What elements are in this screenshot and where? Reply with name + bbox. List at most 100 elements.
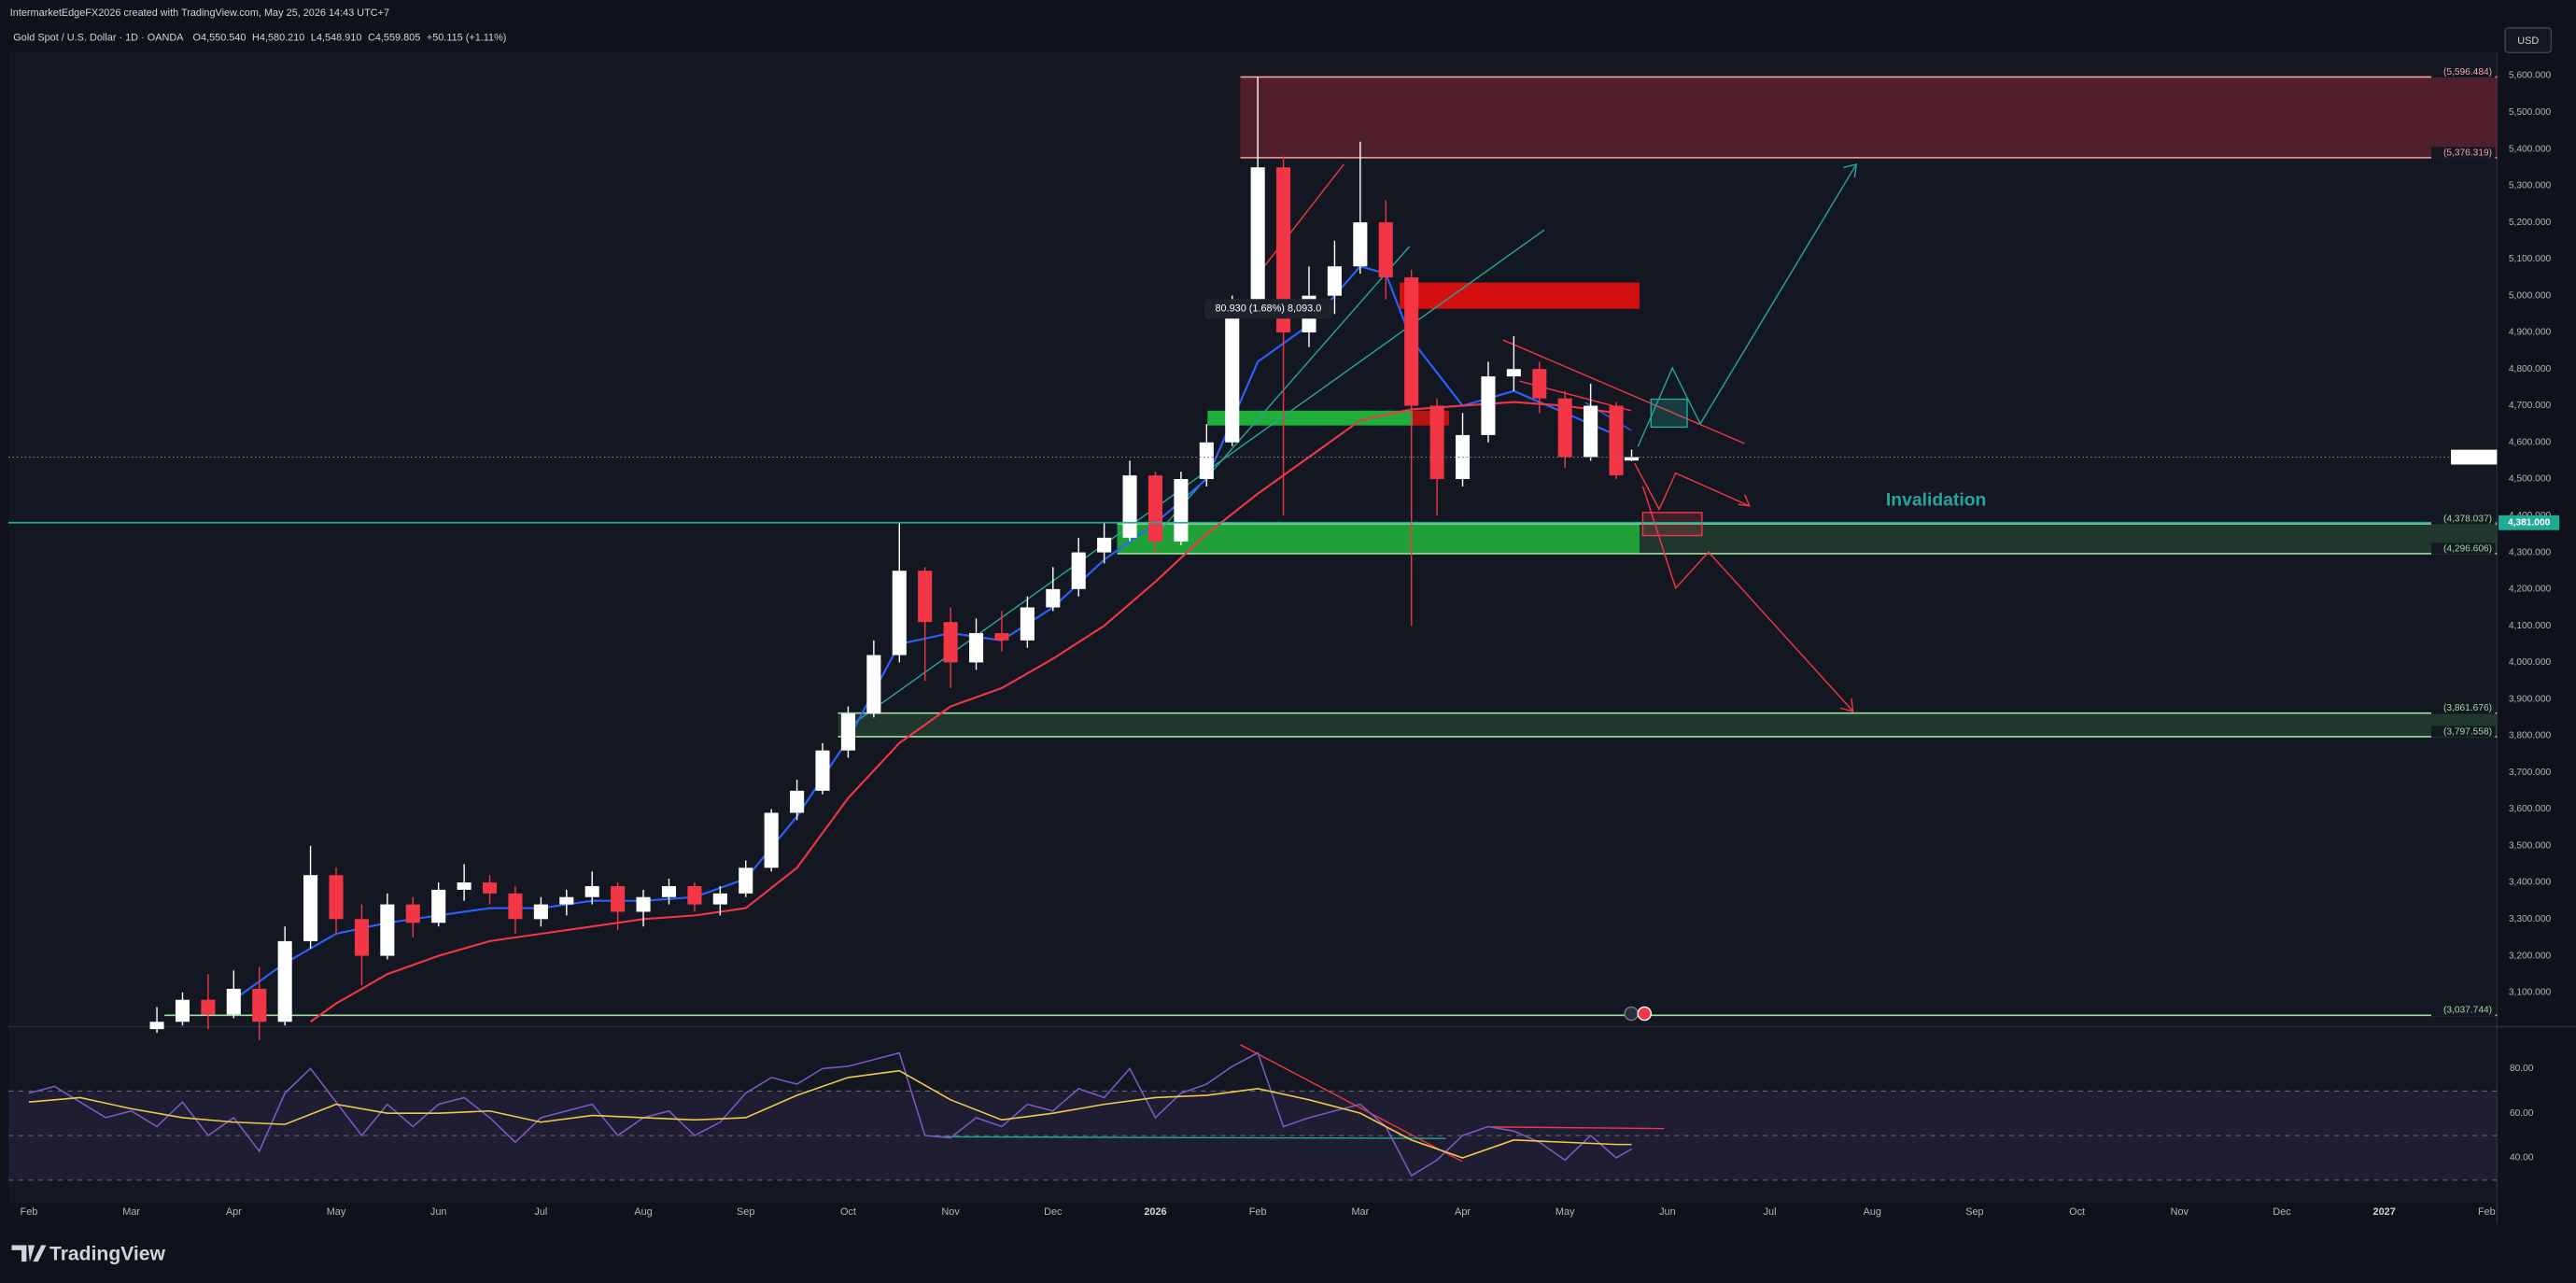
event-icon[interactable] (1637, 1006, 1653, 1022)
candle-body (1276, 167, 1291, 332)
x-tick-label: 2027 (2373, 1206, 2396, 1218)
candle-body (1532, 369, 1547, 399)
y-tick-label: 5,400.000 (2509, 144, 2552, 154)
x-tick-label: Sep (737, 1206, 754, 1218)
level-label-bg (2430, 543, 2496, 555)
rsi-divergence (1240, 1044, 1463, 1163)
symbol-title: Gold Spot / U.S. Dollar · 1D · OANDA (13, 32, 184, 43)
candle-body (866, 655, 881, 714)
candle-body (1609, 405, 1624, 476)
rsi-tick-label: 40.00 (2510, 1153, 2534, 1163)
level-label: (3,861.676) (2443, 703, 2492, 713)
x-tick-label: Apr (226, 1206, 242, 1218)
last-price-tag (2451, 449, 2498, 465)
level-label-bg (2430, 702, 2496, 714)
y-tick-label: 3,100.000 (2509, 988, 2552, 998)
y-tick-label: 3,500.000 (2509, 840, 2552, 851)
candle-body (252, 988, 267, 1022)
x-tick-label: Nov (941, 1206, 960, 1218)
x-tick-label: Feb (1249, 1206, 1267, 1218)
ohlc-value: 4,548.910 (317, 32, 361, 43)
x-tick-label: Jul (1764, 1206, 1777, 1218)
x-tick-label: Oct (840, 1206, 856, 1218)
candle-body (687, 885, 702, 905)
price-line-tag (2499, 515, 2560, 530)
candle-body (1225, 303, 1240, 443)
candle-body (1122, 475, 1137, 538)
candle-body (712, 893, 727, 905)
y-tick-label: 3,600.000 (2509, 804, 2552, 814)
x-tick-label: Dec (1044, 1206, 1063, 1218)
event-icon[interactable] (1624, 1006, 1639, 1022)
candle-body (405, 904, 420, 923)
credit: IntermarketEdgeFX2026 created with Tradi… (10, 7, 389, 19)
target-box (1650, 398, 1688, 429)
rsi-pane (8, 1028, 2498, 1203)
candle-body (611, 885, 626, 912)
change: +50.115 (+1.11%) (427, 32, 507, 43)
y-tick-label: 4,900.000 (2509, 328, 2552, 338)
y-tick-label: 3,900.000 (2509, 694, 2552, 704)
measure-box (1204, 299, 1333, 319)
candle-body (1097, 537, 1112, 553)
ohlc-value: 4,550.540 (201, 32, 246, 43)
ohlc-value: 4,559.805 (375, 32, 420, 43)
trendline (1149, 246, 1411, 543)
arrow-head (1738, 494, 1751, 507)
candle-body (1378, 222, 1393, 278)
rsi-line (28, 1069, 1632, 1159)
x-tick-label: Apr (1455, 1206, 1471, 1218)
supply-box (1400, 282, 1640, 309)
y-tick-label: 4,700.000 (2509, 401, 2552, 411)
moving-average (309, 401, 1617, 1023)
y-tick-label: 3,800.000 (2509, 731, 2552, 741)
y-tick-label: 4,300.000 (2509, 547, 2552, 557)
level-label: (5,596.484) (2443, 67, 2492, 78)
x-tick-label: Sep (1965, 1206, 1983, 1218)
candle-body (1506, 369, 1521, 377)
candle-body (764, 812, 779, 868)
candle-body (994, 632, 1009, 641)
rsi-tick-label: 60.00 (2510, 1108, 2534, 1119)
candle-body (431, 889, 446, 923)
arrow-head (1842, 162, 1858, 178)
candle-body (175, 999, 190, 1022)
marks-layer (8, 77, 2498, 1177)
candle-body (943, 622, 958, 663)
candle-body (354, 919, 369, 956)
candle-body (482, 882, 498, 894)
y-tick-label: 3,300.000 (2509, 914, 2552, 924)
candle-body (636, 896, 651, 912)
candle-body (1624, 457, 1640, 461)
candle-body (1584, 405, 1598, 458)
rsi-tick-label: 80.00 (2510, 1064, 2534, 1074)
candle-body (201, 999, 216, 1015)
demand-zone (838, 712, 2498, 737)
x-tick-label: Feb (21, 1206, 38, 1218)
candle-body (1020, 607, 1035, 641)
candle-body (226, 988, 241, 1015)
y-tick-label: 5,500.000 (2509, 107, 2552, 118)
currency-label: USD (2517, 35, 2539, 47)
x-tick-label: 2026 (1144, 1206, 1166, 1218)
candle-body (533, 904, 548, 920)
candle-body (149, 1022, 164, 1030)
ohlc-value: 4,580.210 (260, 32, 304, 43)
x-tick-label: Nov (2171, 1206, 2189, 1218)
candle-body (1353, 222, 1368, 267)
candle-body (508, 893, 523, 920)
currency-button[interactable] (2504, 27, 2553, 54)
rsi-line (28, 1051, 1632, 1177)
ohlc-prefix: L (311, 32, 317, 43)
y-tick-label: 4,200.000 (2509, 585, 2552, 595)
y-tick-label: 5,200.000 (2509, 218, 2552, 228)
candle-body (457, 882, 472, 890)
y-tick-label: 5,000.000 (2509, 290, 2552, 301)
bearish-path (1641, 486, 1854, 712)
y-tick-label: 5,100.000 (2509, 254, 2552, 264)
rsi-resistance (1491, 1126, 1665, 1130)
y-tick-label: 5,300.000 (2509, 181, 2552, 191)
x-tick-label: Feb (2478, 1206, 2496, 1218)
x-tick-label: Aug (1864, 1206, 1881, 1218)
